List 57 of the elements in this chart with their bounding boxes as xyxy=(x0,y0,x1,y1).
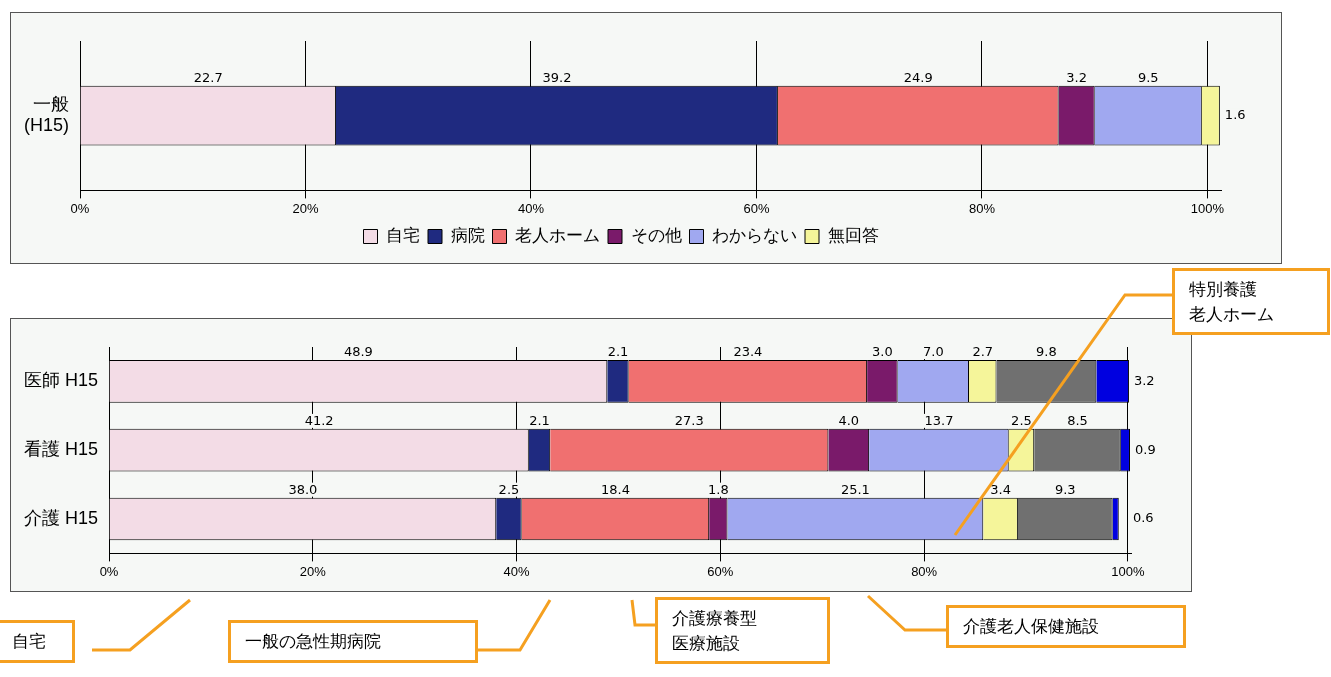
x-tick-label: 20% xyxy=(299,563,327,579)
data-label: 2.5 xyxy=(498,481,520,497)
data-label: 23.4 xyxy=(733,343,763,359)
data-label: 13.7 xyxy=(924,412,954,428)
legend-label: わからない xyxy=(712,226,797,246)
legend-label: 病院 xyxy=(450,226,485,246)
y-tick-label: 介護 H15 xyxy=(23,507,99,528)
legend-label: 老人ホーム xyxy=(515,226,600,246)
x-tick-label: 0% xyxy=(70,200,90,216)
data-label: 38.0 xyxy=(288,481,318,497)
data-label: 3.4 xyxy=(990,481,1011,497)
data-label: 27.3 xyxy=(674,412,704,428)
data-label: 24.9 xyxy=(903,69,933,85)
data-label: 39.2 xyxy=(542,69,572,85)
x-tick-label: 80% xyxy=(968,200,996,216)
data-label: 0.6 xyxy=(1132,510,1154,526)
x-tick-label: 40% xyxy=(517,200,545,216)
data-label: 1.6 xyxy=(1224,107,1246,123)
data-label: 41.2 xyxy=(304,412,334,428)
x-tick-label: 20% xyxy=(292,200,319,216)
data-label: 0.9 xyxy=(1134,441,1156,457)
x-tick-label: 100% xyxy=(1111,563,1146,579)
y-tick-label: 一般 (H15) xyxy=(23,93,70,136)
x-tick-label: 60% xyxy=(707,563,734,579)
x-tick-label: 40% xyxy=(503,563,531,579)
data-label: 2.5 xyxy=(1011,412,1032,428)
x-tick-label: 60% xyxy=(743,200,770,216)
data-label: 18.4 xyxy=(600,481,630,497)
text: 介護療養型医療施設 xyxy=(655,597,830,665)
x-tick-label: 100% xyxy=(1190,200,1225,216)
data-label: 3.2 xyxy=(1133,372,1155,388)
text: 自宅 xyxy=(0,620,75,663)
data-label: 9.8 xyxy=(1036,343,1057,359)
data-label: 3.2 xyxy=(1066,69,1088,85)
x-tick-label: 0% xyxy=(99,563,119,579)
data-label: 2.1 xyxy=(529,412,550,428)
y-tick-label: 看護 H15 xyxy=(23,439,99,460)
data-label: 4.0 xyxy=(838,412,860,428)
data-label: 25.1 xyxy=(840,481,870,497)
text: 一般の急性期病院 xyxy=(228,620,478,663)
data-label: 9.3 xyxy=(1054,481,1076,497)
text: 特別養護老人ホーム xyxy=(1172,268,1330,336)
data-label: 1.8 xyxy=(707,481,729,497)
data-label: 48.9 xyxy=(343,343,373,359)
data-label: 2.1 xyxy=(607,343,629,359)
data-label: 3.0 xyxy=(872,343,893,359)
legend-label: その他 xyxy=(630,226,682,246)
legend-label: 無回答 xyxy=(827,226,879,246)
data-label: 2.7 xyxy=(972,343,994,359)
data-label: 7.0 xyxy=(922,343,944,359)
data-label: 9.5 xyxy=(1137,69,1159,85)
data-label: 22.7 xyxy=(193,69,223,85)
y-tick-label: 医師 H15 xyxy=(23,370,99,391)
x-tick-label: 80% xyxy=(911,563,938,579)
text: 介護老人保健施設 xyxy=(946,605,1186,648)
data-label: 8.5 xyxy=(1067,412,1088,428)
legend-label: 自宅 xyxy=(386,226,420,246)
